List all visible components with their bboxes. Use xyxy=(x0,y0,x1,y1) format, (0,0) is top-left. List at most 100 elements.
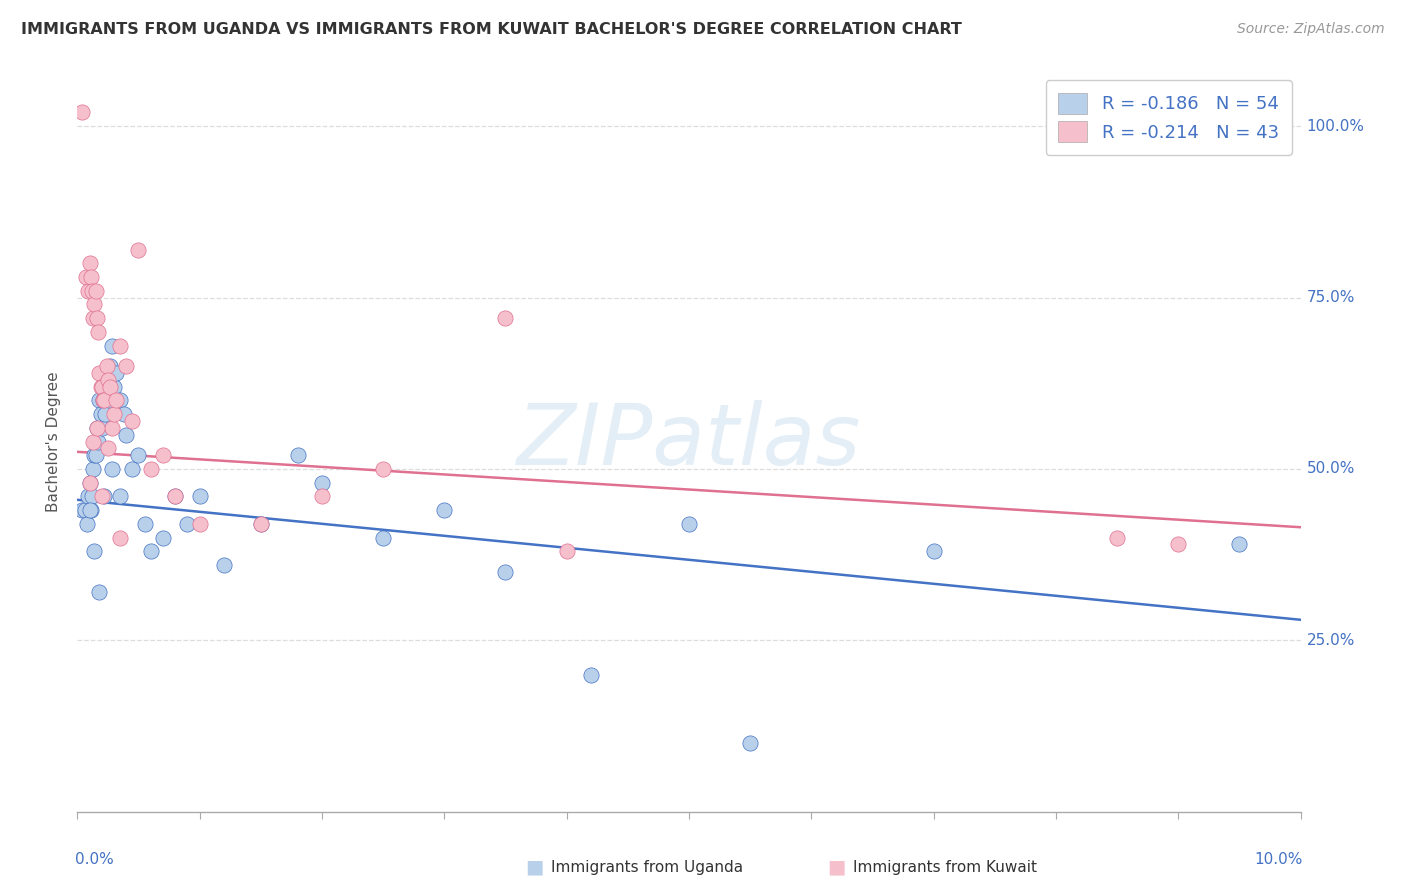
Point xyxy=(250,516,273,531)
Point xyxy=(188,489,211,503)
Point xyxy=(98,359,121,373)
Point xyxy=(83,297,105,311)
Point xyxy=(79,475,101,490)
Point xyxy=(105,366,128,380)
Text: 0.0%: 0.0% xyxy=(75,853,114,867)
Point xyxy=(82,462,104,476)
Point xyxy=(165,489,187,503)
Point xyxy=(91,393,114,408)
Point xyxy=(96,366,118,380)
Point xyxy=(98,380,121,394)
Point xyxy=(90,489,112,503)
Point xyxy=(139,544,162,558)
Point xyxy=(1229,537,1251,551)
Point xyxy=(127,243,149,257)
Point xyxy=(97,442,120,456)
Point xyxy=(115,359,138,373)
Point xyxy=(115,427,138,442)
Point xyxy=(87,434,110,449)
Point xyxy=(89,393,111,408)
Legend: R = -0.186   N = 54, R = -0.214   N = 43: R = -0.186 N = 54, R = -0.214 N = 43 xyxy=(1046,80,1292,154)
Point xyxy=(103,407,125,421)
Point xyxy=(1107,531,1129,545)
Point xyxy=(90,407,112,421)
Point xyxy=(740,736,762,750)
Point xyxy=(371,462,394,476)
Point xyxy=(90,380,112,394)
Point xyxy=(70,503,93,517)
Point xyxy=(212,558,235,572)
Point xyxy=(139,462,162,476)
Point xyxy=(87,325,110,339)
Point xyxy=(97,380,120,394)
Point xyxy=(287,448,309,462)
Point xyxy=(96,359,118,373)
Point xyxy=(152,531,174,545)
Point xyxy=(83,544,105,558)
Point xyxy=(93,380,115,394)
Point xyxy=(97,373,120,387)
Point xyxy=(93,393,115,408)
Point xyxy=(86,421,108,435)
Point xyxy=(678,516,700,531)
Point xyxy=(495,311,517,326)
Text: ZIPatlas: ZIPatlas xyxy=(517,400,860,483)
Point xyxy=(433,503,456,517)
Text: 50.0%: 50.0% xyxy=(1306,461,1355,476)
Point xyxy=(922,544,945,558)
Point xyxy=(83,448,105,462)
Point xyxy=(79,475,101,490)
Text: 25.0%: 25.0% xyxy=(1306,632,1355,648)
Text: ■: ■ xyxy=(524,857,544,877)
Point xyxy=(89,585,111,599)
Point xyxy=(80,284,103,298)
Point xyxy=(98,393,121,408)
Text: ■: ■ xyxy=(827,857,846,877)
Point xyxy=(112,407,135,421)
Text: Source: ZipAtlas.com: Source: ZipAtlas.com xyxy=(1237,22,1385,37)
Text: Immigrants from Kuwait: Immigrants from Kuwait xyxy=(853,860,1038,874)
Point xyxy=(84,448,107,462)
Text: IMMIGRANTS FROM UGANDA VS IMMIGRANTS FROM KUWAIT BACHELOR'S DEGREE CORRELATION C: IMMIGRANTS FROM UGANDA VS IMMIGRANTS FRO… xyxy=(21,22,962,37)
Point xyxy=(86,311,108,326)
Point xyxy=(80,489,103,503)
Point xyxy=(73,503,96,517)
Point xyxy=(127,448,149,462)
Point xyxy=(1167,537,1189,551)
Point xyxy=(108,393,131,408)
Point xyxy=(108,531,131,545)
Y-axis label: Bachelor's Degree: Bachelor's Degree xyxy=(46,371,62,512)
Point xyxy=(94,407,117,421)
Point xyxy=(80,270,103,285)
Point xyxy=(103,380,125,394)
Point xyxy=(84,284,107,298)
Text: 10.0%: 10.0% xyxy=(1254,853,1303,867)
Point xyxy=(555,544,578,558)
Point xyxy=(90,421,112,435)
Point xyxy=(79,503,101,517)
Point xyxy=(77,284,100,298)
Point xyxy=(89,366,111,380)
Point xyxy=(371,531,394,545)
Point xyxy=(77,489,100,503)
Point xyxy=(76,516,98,531)
Point xyxy=(91,393,114,408)
Point xyxy=(579,667,602,681)
Point xyxy=(250,516,273,531)
Point xyxy=(121,414,143,428)
Point xyxy=(188,516,211,531)
Point xyxy=(90,380,112,394)
Point xyxy=(108,338,131,352)
Point xyxy=(105,393,128,408)
Point xyxy=(152,448,174,462)
Point xyxy=(86,421,108,435)
Point xyxy=(100,338,122,352)
Point xyxy=(495,565,517,579)
Text: 100.0%: 100.0% xyxy=(1306,119,1365,134)
Text: 75.0%: 75.0% xyxy=(1306,290,1355,305)
Point xyxy=(82,311,104,326)
Point xyxy=(165,489,187,503)
Point xyxy=(80,503,103,517)
Point xyxy=(176,516,198,531)
Point xyxy=(75,270,97,285)
